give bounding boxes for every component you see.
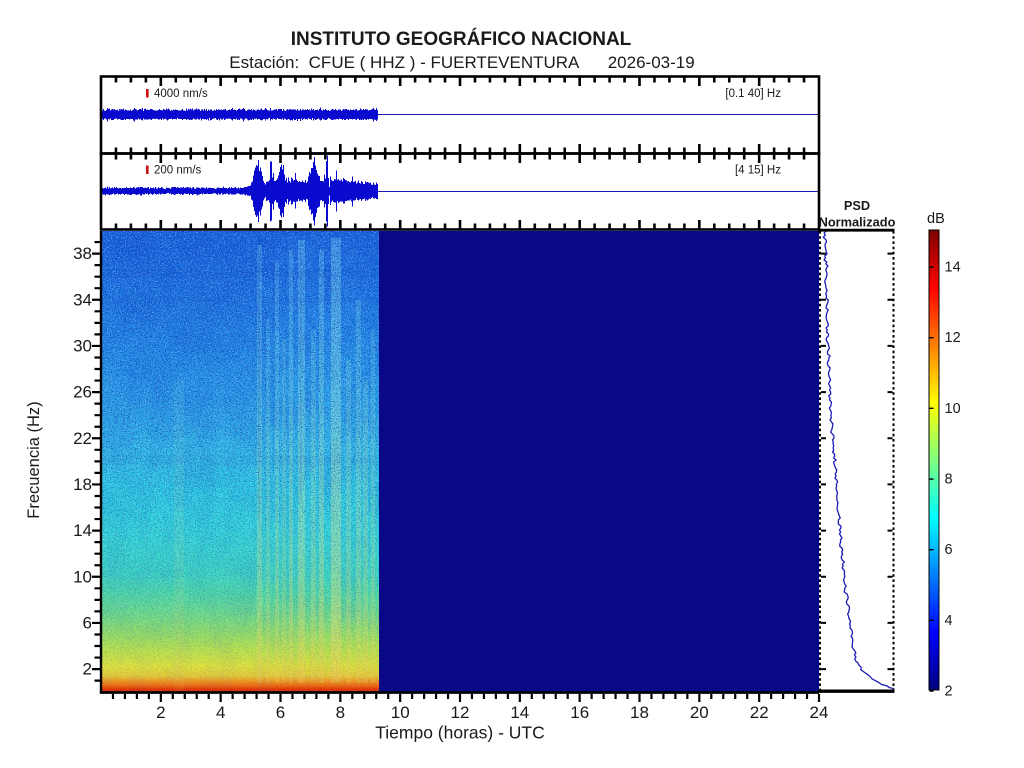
svg-text:INSTITUTO GEOGRÁFICO NACIONAL: INSTITUTO GEOGRÁFICO NACIONAL	[291, 28, 632, 50]
svg-text:20: 20	[690, 703, 709, 722]
svg-text:2: 2	[83, 660, 92, 679]
svg-text:4: 4	[216, 703, 225, 722]
svg-text:12: 12	[451, 703, 470, 722]
svg-text:Estación: CFUE ( HHZ ) - FUER: Estación: CFUE ( HHZ ) - FUERTEVENTURA 2…	[229, 53, 694, 72]
svg-text:24: 24	[810, 703, 829, 722]
svg-text:18: 18	[73, 475, 92, 494]
svg-text:34: 34	[73, 290, 92, 309]
svg-text:18: 18	[630, 703, 649, 722]
svg-text:Normalizado: Normalizado	[819, 215, 896, 230]
svg-text:Tiempo (horas) - UTC: Tiempo (horas) - UTC	[375, 723, 545, 743]
svg-text:14: 14	[945, 260, 961, 276]
svg-text:6: 6	[83, 613, 92, 632]
svg-text:6: 6	[276, 703, 285, 722]
svg-text:38: 38	[73, 244, 92, 263]
svg-text:[0.1 40] Hz: [0.1 40] Hz	[725, 88, 781, 100]
svg-text:4000 nm/s: 4000 nm/s	[154, 88, 208, 100]
svg-text:12: 12	[945, 330, 961, 346]
svg-text:PSD: PSD	[844, 198, 870, 213]
svg-text:8: 8	[945, 472, 953, 488]
svg-text:4: 4	[945, 613, 953, 629]
svg-text:200 nm/s: 200 nm/s	[154, 165, 202, 177]
svg-text:10: 10	[945, 401, 961, 417]
svg-text:14: 14	[510, 703, 529, 722]
svg-text:dB: dB	[927, 211, 945, 227]
svg-text:26: 26	[73, 383, 92, 402]
svg-text:2: 2	[156, 703, 165, 722]
svg-text:Frecuencia (Hz): Frecuencia (Hz)	[25, 401, 43, 518]
svg-text:22: 22	[750, 703, 769, 722]
svg-text:2: 2	[945, 684, 953, 700]
svg-text:14: 14	[73, 521, 92, 540]
svg-text:[4 15] Hz: [4 15] Hz	[735, 165, 781, 177]
svg-text:6: 6	[945, 542, 953, 558]
svg-text:8: 8	[336, 703, 345, 722]
svg-text:10: 10	[73, 567, 92, 586]
svg-text:30: 30	[73, 336, 92, 355]
svg-text:22: 22	[73, 429, 92, 448]
svg-text:16: 16	[570, 703, 589, 722]
svg-text:10: 10	[391, 703, 410, 722]
